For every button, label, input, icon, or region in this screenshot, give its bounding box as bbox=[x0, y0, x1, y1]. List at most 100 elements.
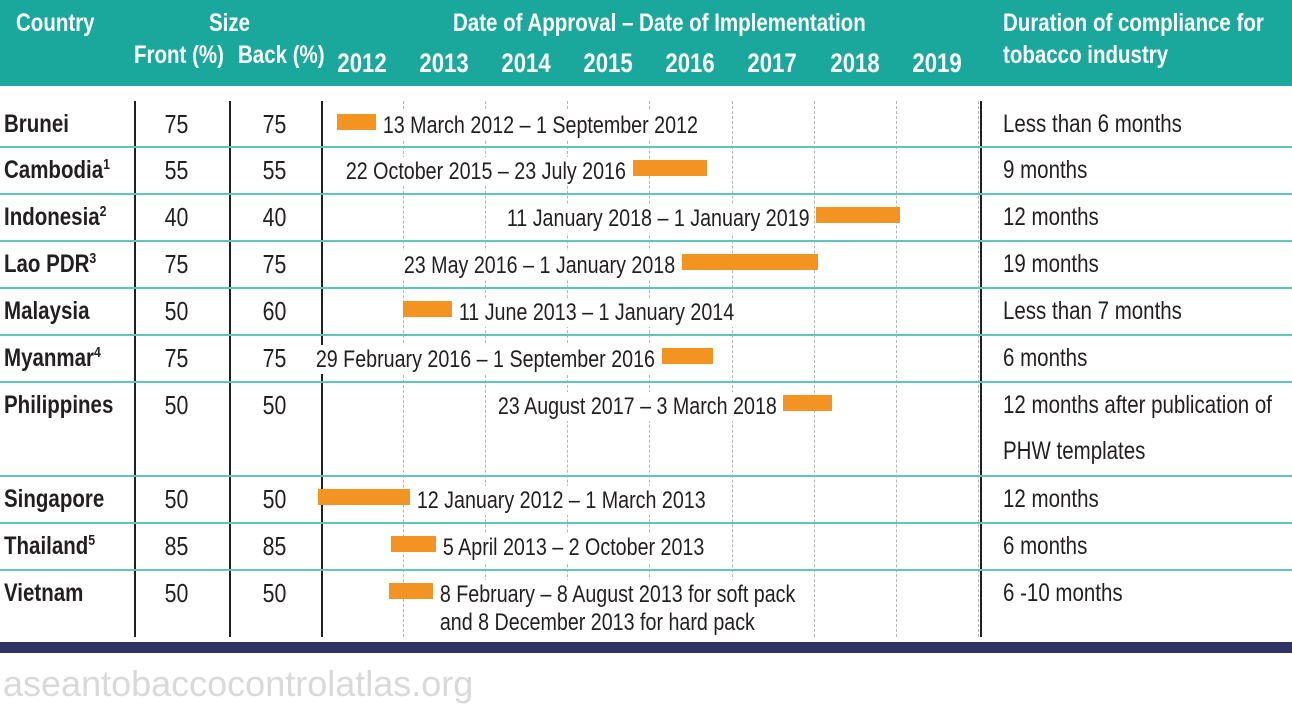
footer-url: aseantobaccocontrolatlas.org bbox=[3, 663, 474, 704]
column-divider bbox=[229, 101, 231, 637]
footnote-marker: 5 bbox=[88, 532, 96, 549]
year-label: 2019 bbox=[912, 48, 962, 78]
row-separator bbox=[0, 522, 1292, 524]
footnote-marker: 1 bbox=[103, 156, 110, 173]
compliance-duration: 12 months after publication of bbox=[1003, 391, 1272, 419]
duration-header-line1: Duration of compliance for bbox=[1003, 9, 1264, 37]
date-range-text-line2: and 8 December 2013 for hard pack bbox=[439, 608, 757, 637]
compliance-duration-line2: PHW templates bbox=[1003, 437, 1146, 465]
date-range-text: 8 February – 8 August 2013 for soft pack bbox=[439, 580, 797, 609]
year-gridline bbox=[895, 101, 897, 637]
footnote-marker: 2 bbox=[99, 203, 107, 220]
bottom-bar bbox=[0, 642, 1292, 653]
footnote-marker: 3 bbox=[89, 250, 97, 267]
column-divider bbox=[980, 101, 982, 637]
back-size-value: 75 bbox=[262, 109, 286, 139]
back-size-value: 50 bbox=[262, 578, 286, 608]
timeline-bar bbox=[389, 583, 434, 599]
front-size-value: 50 bbox=[164, 390, 188, 420]
row-separator bbox=[0, 287, 1292, 289]
date-range-text: 22 October 2015 – 23 July 2016 bbox=[345, 157, 627, 186]
compliance-duration: 6 months bbox=[1003, 532, 1088, 560]
timeline-bar bbox=[403, 301, 453, 317]
year-gridline bbox=[977, 101, 979, 637]
row-separator bbox=[0, 381, 1292, 383]
row-separator bbox=[0, 240, 1292, 242]
timeline-bar bbox=[661, 348, 713, 364]
row-separator bbox=[0, 569, 1292, 571]
country-name: Malaysia bbox=[4, 297, 90, 325]
country-name: Brunei bbox=[4, 110, 69, 138]
front-size-value: 85 bbox=[164, 531, 188, 561]
timeline-bar bbox=[317, 489, 410, 505]
country-name: Cambodia1 bbox=[4, 156, 110, 184]
row-separator bbox=[0, 475, 1292, 477]
date-range-text: 11 June 2013 – 1 January 2014 bbox=[458, 298, 736, 327]
date-range-text: 5 April 2013 – 2 October 2013 bbox=[441, 533, 706, 562]
front-size-value: 55 bbox=[164, 155, 188, 185]
compliance-duration: 9 months bbox=[1003, 156, 1088, 184]
front-size-value: 40 bbox=[164, 202, 188, 232]
back-size-value: 55 bbox=[262, 155, 286, 185]
row-separator bbox=[0, 193, 1292, 195]
date-range-text: 12 January 2012 – 1 March 2013 bbox=[415, 486, 707, 515]
country-name: Lao PDR3 bbox=[4, 250, 97, 278]
front-size-value: 75 bbox=[164, 343, 188, 373]
dates-header: Date of Approval – Date of Implementatio… bbox=[453, 9, 866, 37]
year-gridline bbox=[813, 101, 815, 637]
date-range-text: 23 May 2016 – 1 January 2018 bbox=[403, 251, 677, 280]
compliance-duration: 12 months bbox=[1003, 203, 1099, 231]
country-name: Vietnam bbox=[4, 579, 84, 607]
compliance-duration: 6 -10 months bbox=[1003, 579, 1123, 607]
year-label: 2016 bbox=[665, 48, 716, 78]
timeline-bar bbox=[816, 207, 900, 223]
back-size-value: 50 bbox=[262, 484, 286, 514]
back-size-value: 60 bbox=[262, 296, 286, 326]
back-size-value: 50 bbox=[262, 390, 286, 420]
back-size-value: 40 bbox=[262, 202, 286, 232]
back-size-value: 75 bbox=[262, 249, 286, 279]
year-label: 2013 bbox=[419, 48, 469, 78]
timeline-bar bbox=[682, 254, 818, 270]
timeline-bar bbox=[783, 395, 832, 411]
country-name: Philippines bbox=[4, 391, 114, 419]
country-name: Thailand5 bbox=[4, 532, 96, 560]
front-size-value: 50 bbox=[164, 296, 188, 326]
date-range-text: 29 February 2016 – 1 September 2016 bbox=[314, 345, 656, 374]
year-label: 2012 bbox=[337, 48, 387, 78]
country-name: Singapore bbox=[4, 485, 105, 513]
back-size-value: 85 bbox=[262, 531, 286, 561]
year-label: 2015 bbox=[583, 48, 633, 78]
country-name: Myanmar4 bbox=[4, 344, 101, 372]
country-name: Indonesia2 bbox=[4, 203, 107, 231]
duration-header-line2: tobacco industry bbox=[1003, 41, 1169, 69]
front-header: Front (%) bbox=[134, 41, 224, 69]
date-range-text: 11 January 2018 – 1 January 2019 bbox=[505, 204, 811, 233]
table-header: Country Size Front (%) Back (%) Date of … bbox=[0, 0, 1292, 86]
year-gridline bbox=[731, 101, 733, 637]
column-divider bbox=[134, 101, 136, 637]
date-range-text: 13 March 2012 – 1 September 2012 bbox=[382, 111, 699, 140]
back-header: Back (%) bbox=[238, 41, 325, 69]
compliance-duration: Less than 7 months bbox=[1003, 297, 1182, 325]
size-header: Size bbox=[209, 9, 251, 37]
compliance-duration: 6 months bbox=[1003, 344, 1088, 372]
front-size-value: 50 bbox=[164, 484, 188, 514]
row-separator bbox=[0, 146, 1292, 148]
compliance-duration: Less than 6 months bbox=[1003, 110, 1182, 138]
front-size-value: 75 bbox=[164, 249, 188, 279]
front-size-value: 75 bbox=[164, 109, 188, 139]
compliance-duration: 19 months bbox=[1003, 250, 1099, 278]
row-separator bbox=[0, 334, 1292, 336]
back-size-value: 75 bbox=[262, 343, 286, 373]
year-label: 2018 bbox=[829, 48, 880, 78]
compliance-duration: 12 months bbox=[1003, 485, 1099, 513]
date-range-text: 23 August 2017 – 3 March 2018 bbox=[496, 392, 778, 421]
year-label: 2017 bbox=[747, 48, 798, 78]
timeline-bar bbox=[632, 160, 707, 176]
timeline-bar bbox=[337, 114, 376, 130]
front-size-value: 50 bbox=[164, 578, 188, 608]
year-label: 2014 bbox=[501, 48, 551, 78]
country-header: Country bbox=[16, 9, 95, 37]
footnote-marker: 4 bbox=[94, 344, 101, 361]
